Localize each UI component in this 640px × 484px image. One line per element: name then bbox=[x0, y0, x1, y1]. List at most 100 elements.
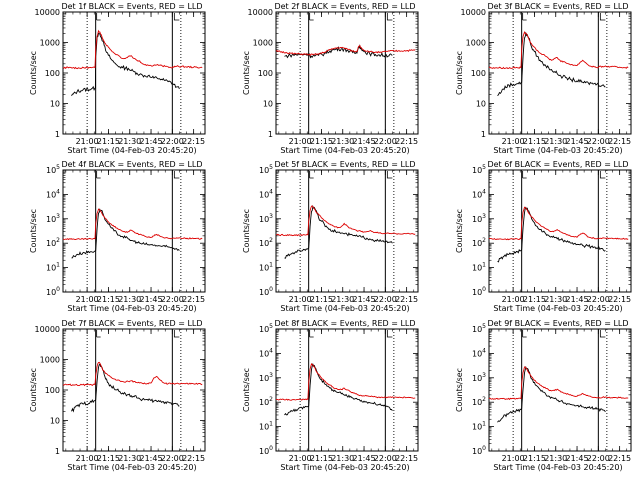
y-tick-label: 1000 bbox=[253, 39, 273, 48]
x-tick-label: 22:00 bbox=[587, 295, 610, 304]
marker-flag-icon bbox=[309, 330, 314, 338]
y-tick-label: 101 bbox=[472, 421, 486, 432]
chart-panel-9: Det 9f BLACK = Events, RED = LLD 100 101 10… bbox=[455, 319, 632, 472]
chart-panel-3: Det 3f BLACK = Events, RED = LLD 1 10 100 10… bbox=[455, 2, 632, 155]
x-tick-label: 21:30 bbox=[118, 454, 141, 463]
x-tick-label: 21:15 bbox=[310, 454, 333, 463]
marker-flag-icon bbox=[96, 13, 101, 21]
x-tick-label: 21:00 bbox=[502, 454, 525, 463]
series-line-lld bbox=[276, 205, 416, 237]
x-axis-label: Start Time (04-Feb-03 20:45:20) bbox=[280, 146, 409, 155]
plot-frame bbox=[275, 169, 419, 293]
y-tick-label: 105 bbox=[259, 164, 273, 175]
y-tick-label: 1 bbox=[55, 130, 60, 139]
y-tick-label: 100 bbox=[46, 286, 60, 297]
chart-title: Det 7f BLACK = Events, RED = LLD bbox=[61, 319, 202, 328]
marker-flag-icon bbox=[96, 330, 101, 338]
x-tick-label: 22:00 bbox=[161, 295, 184, 304]
x-tick-label: 22:15 bbox=[182, 295, 205, 304]
x-tick-label: 21:00 bbox=[502, 137, 525, 146]
y-tick-label: 105 bbox=[472, 323, 486, 334]
x-axis-label: Start Time (04-Feb-03 20:45:20) bbox=[67, 146, 196, 155]
series-line-events bbox=[71, 32, 180, 96]
x-tick-label: 21:45 bbox=[566, 295, 589, 304]
plot-frame bbox=[488, 11, 632, 135]
x-tick-label: 21:00 bbox=[76, 295, 99, 304]
y-axis-label: Counts/sec bbox=[242, 368, 251, 412]
chart-panel-6: Det 6f BLACK = Events, RED = LLD 100 101 10… bbox=[455, 160, 632, 313]
x-tick-label: 22:15 bbox=[395, 137, 418, 146]
marker-flag-icon bbox=[599, 171, 606, 179]
chart-title: Det 5f BLACK = Events, RED = LLD bbox=[274, 160, 415, 169]
y-tick-label: 104 bbox=[472, 188, 486, 199]
marker-flag-icon bbox=[386, 171, 393, 179]
x-axis-label: Start Time (04-Feb-03 20:45:20) bbox=[280, 304, 409, 313]
marker-flag-icon bbox=[173, 171, 180, 179]
chart-title: Det 6f BLACK = Events, RED = LLD bbox=[487, 160, 628, 169]
y-tick-label: 102 bbox=[259, 237, 273, 248]
x-axis-label: Start Time (04-Feb-03 20:45:20) bbox=[67, 463, 196, 472]
plot-frame bbox=[275, 328, 419, 452]
chart-title: Det 8f BLACK = Events, RED = LLD bbox=[274, 319, 415, 328]
y-tick-label: 1000 bbox=[466, 39, 486, 48]
x-tick-label: 21:45 bbox=[353, 295, 376, 304]
x-axis-label: Start Time (04-Feb-03 20:45:20) bbox=[280, 463, 409, 472]
y-tick-label: 102 bbox=[46, 237, 60, 248]
series-line-events bbox=[71, 208, 180, 259]
x-tick-label: 21:15 bbox=[97, 454, 120, 463]
x-tick-label: 21:15 bbox=[310, 137, 333, 146]
marker-flag-icon bbox=[599, 330, 606, 338]
y-tick-label: 104 bbox=[259, 347, 273, 358]
y-tick-label: 103 bbox=[259, 372, 273, 383]
y-tick-label: 1 bbox=[481, 130, 486, 139]
marker-flag-icon bbox=[522, 171, 527, 179]
x-tick-label: 21:30 bbox=[544, 454, 567, 463]
x-tick-label: 22:15 bbox=[395, 454, 418, 463]
series-line-lld bbox=[62, 361, 203, 387]
y-tick-label: 1 bbox=[55, 447, 60, 456]
series-line-events bbox=[497, 206, 606, 263]
y-tick-label: 10 bbox=[50, 100, 60, 109]
marker-flag-icon bbox=[309, 171, 314, 179]
x-tick-label: 22:15 bbox=[608, 295, 631, 304]
x-tick-label: 21:00 bbox=[76, 137, 99, 146]
x-tick-label: 21:45 bbox=[566, 454, 589, 463]
x-tick-label: 21:30 bbox=[544, 295, 567, 304]
y-axis-label: Counts/sec bbox=[455, 209, 464, 253]
y-tick-label: 103 bbox=[259, 213, 273, 224]
x-tick-label: 21:00 bbox=[289, 137, 312, 146]
x-tick-label: 21:45 bbox=[140, 295, 163, 304]
y-tick-label: 105 bbox=[472, 164, 486, 175]
x-tick-label: 22:00 bbox=[374, 137, 397, 146]
x-tick-label: 21:30 bbox=[118, 137, 141, 146]
x-tick-label: 22:00 bbox=[161, 454, 184, 463]
chart-title: Det 2f BLACK = Events, RED = LLD bbox=[274, 2, 415, 11]
y-tick-label: 100 bbox=[45, 386, 60, 395]
series-line-lld bbox=[62, 208, 203, 241]
plot-frame bbox=[275, 11, 419, 135]
plot-frame bbox=[62, 328, 206, 452]
marker-flag-icon bbox=[386, 330, 393, 338]
y-axis-label: Counts/sec bbox=[29, 209, 38, 253]
series-line-events bbox=[497, 31, 606, 97]
y-tick-label: 100 bbox=[45, 69, 60, 78]
y-tick-label: 104 bbox=[259, 188, 273, 199]
y-tick-label: 100 bbox=[258, 69, 273, 78]
x-tick-label: 21:45 bbox=[353, 454, 376, 463]
y-tick-label: 102 bbox=[472, 396, 486, 407]
y-tick-label: 103 bbox=[46, 213, 60, 224]
chart-panel-1: Det 1f BLACK = Events, RED = LLD 1 10 100 10… bbox=[29, 2, 206, 155]
x-tick-label: 22:15 bbox=[395, 295, 418, 304]
series-line-lld bbox=[276, 363, 416, 401]
chart-panel-5: Det 5f BLACK = Events, RED = LLD 100 101 10… bbox=[242, 160, 419, 313]
marker-flag-icon bbox=[173, 13, 180, 21]
marker-flag-icon bbox=[309, 13, 314, 21]
series-line-events bbox=[497, 365, 606, 423]
x-tick-label: 22:00 bbox=[161, 137, 184, 146]
y-tick-label: 100 bbox=[259, 445, 273, 456]
y-tick-label: 101 bbox=[259, 262, 273, 273]
x-tick-label: 22:15 bbox=[182, 454, 205, 463]
x-tick-label: 21:45 bbox=[353, 137, 376, 146]
